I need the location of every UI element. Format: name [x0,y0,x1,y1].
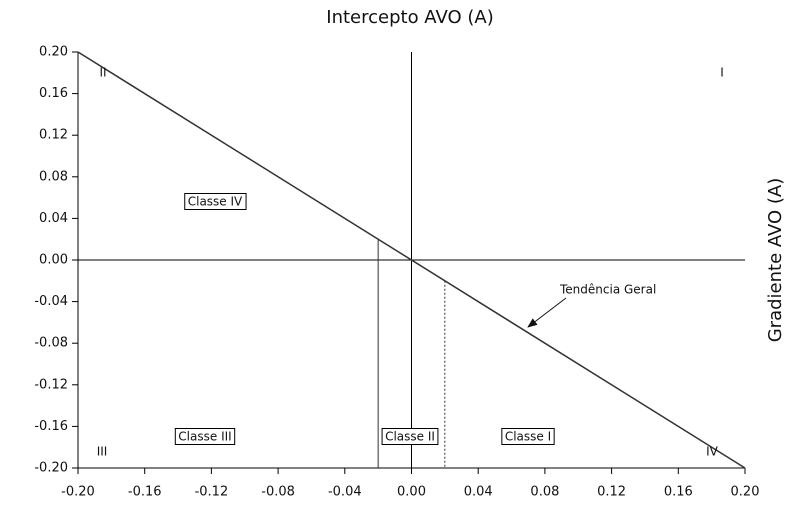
class-box [174,428,236,445]
x-tick-label: 0.20 [731,485,760,500]
trend-line [77,51,746,469]
y-tick-label: 0.16 [39,86,68,101]
quadrant-label: II [99,66,106,80]
class-label: Classe II [385,430,435,444]
y-tick-label: 0.12 [39,128,68,143]
y-tick-label: -0.20 [34,461,68,476]
x-tick-label: -0.16 [128,485,162,500]
x-tick-label: 0.04 [464,485,493,500]
y-tick-label: 0.04 [39,211,68,226]
chart-title: Intercepto AVO (A) [326,7,493,28]
class-label: Classe III [178,430,231,444]
class-label: Classe IV [188,195,243,209]
x-tick-label: 0.08 [530,485,559,500]
x-tick-label: -0.04 [328,485,362,500]
x-tick-label: 0.00 [397,485,426,500]
y-tick-label: -0.12 [34,377,68,392]
y-tick-label: 0.20 [39,45,68,60]
x-tick-label: 0.16 [664,485,693,500]
class-box [184,193,247,210]
y-tick-label: -0.08 [34,336,68,351]
y-tick-label: -0.16 [34,419,68,434]
y-axis-label: Gradiente AVO (A) [765,178,786,343]
quadrant-label: I [720,66,724,80]
x-tick-label: -0.08 [261,485,295,500]
class-box [501,428,555,445]
quadrant-label: III [97,445,108,459]
annotation-arrow [527,297,567,328]
annotation: Tendência Geral [559,283,656,297]
x-tick-label: -0.20 [61,485,95,500]
y-tick-label: 0.08 [39,169,68,184]
class-label: Classe I [505,430,551,444]
y-tick-label: -0.04 [34,294,68,309]
quadrant-label: IV [706,445,719,459]
x-tick-label: -0.12 [195,485,229,500]
y-tick-label: 0.00 [39,253,68,268]
class-box [381,428,439,445]
x-tick-label: 0.12 [597,485,626,500]
